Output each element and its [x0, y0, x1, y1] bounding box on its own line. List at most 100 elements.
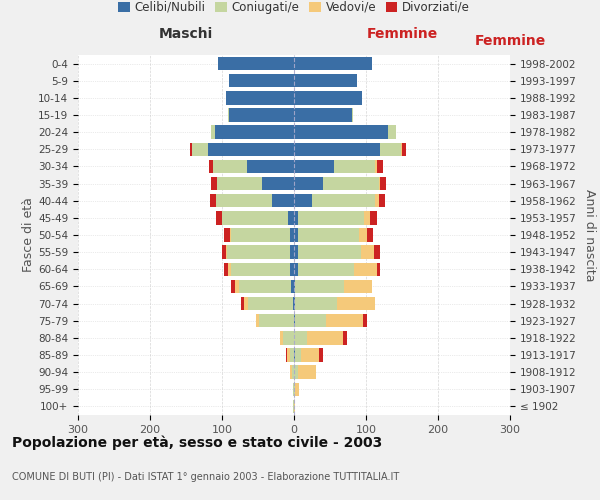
Bar — [232, 280, 235, 293]
Text: Popolazione per età, sesso e stato civile - 2003: Popolazione per età, sesso e stato civil… — [12, 436, 382, 450]
Bar — [294, 331, 307, 344]
Y-axis label: Anni di nascita: Anni di nascita — [583, 188, 596, 281]
Bar — [290, 228, 294, 241]
Bar — [294, 348, 295, 362]
Bar — [295, 382, 299, 396]
Bar — [376, 194, 379, 207]
Bar — [374, 246, 380, 259]
Bar — [218, 57, 294, 70]
Bar — [379, 194, 385, 207]
Bar — [293, 400, 294, 413]
Bar — [208, 142, 294, 156]
Bar — [295, 348, 301, 362]
Bar — [211, 126, 215, 139]
Bar — [319, 348, 323, 362]
Bar — [354, 262, 377, 276]
Bar — [259, 314, 294, 328]
Bar — [294, 91, 362, 104]
Bar — [294, 400, 295, 413]
Bar — [294, 126, 388, 139]
Bar — [377, 160, 383, 173]
Bar — [290, 246, 294, 259]
Bar — [247, 160, 294, 173]
Bar — [294, 297, 295, 310]
Bar — [376, 160, 377, 173]
Bar — [262, 177, 294, 190]
Bar — [290, 366, 292, 379]
Bar — [190, 142, 192, 156]
Bar — [359, 228, 367, 241]
Bar — [211, 177, 217, 190]
Bar — [401, 142, 402, 156]
Bar — [294, 194, 312, 207]
Bar — [298, 246, 361, 259]
Bar — [235, 280, 239, 293]
Bar — [293, 297, 294, 310]
Bar — [294, 228, 298, 241]
Text: Maschi: Maschi — [159, 28, 213, 42]
Bar — [222, 211, 288, 224]
Bar — [294, 366, 298, 379]
Bar — [294, 211, 298, 224]
Bar — [226, 246, 227, 259]
Bar — [402, 142, 406, 156]
Bar — [294, 280, 295, 293]
Bar — [363, 314, 367, 328]
Bar — [380, 142, 401, 156]
Bar — [293, 382, 294, 396]
Bar — [364, 211, 370, 224]
Bar — [241, 297, 244, 310]
Bar — [294, 160, 334, 173]
Bar — [295, 280, 344, 293]
Bar — [232, 228, 290, 241]
Bar — [294, 246, 298, 259]
Bar — [294, 108, 352, 122]
Bar — [215, 126, 294, 139]
Bar — [216, 211, 222, 224]
Bar — [229, 108, 294, 122]
Bar — [361, 246, 374, 259]
Bar — [298, 211, 364, 224]
Bar — [227, 246, 290, 259]
Bar — [343, 331, 347, 344]
Bar — [256, 314, 259, 328]
Bar — [352, 108, 353, 122]
Bar — [312, 194, 376, 207]
Bar — [298, 262, 354, 276]
Bar — [286, 348, 287, 362]
Bar — [239, 280, 291, 293]
Bar — [226, 91, 294, 104]
Bar — [217, 177, 262, 190]
Bar — [326, 314, 363, 328]
Bar — [291, 280, 294, 293]
Bar — [323, 177, 379, 190]
Bar — [192, 142, 208, 156]
Bar — [272, 194, 294, 207]
Bar — [232, 262, 290, 276]
Bar — [228, 262, 232, 276]
Bar — [379, 177, 380, 190]
Bar — [367, 228, 373, 241]
Legend: Celibi/Nubili, Coniugati/e, Vedovi/e, Divorziati/e: Celibi/Nubili, Coniugati/e, Vedovi/e, Di… — [113, 0, 475, 18]
Bar — [283, 331, 294, 344]
Bar — [288, 211, 294, 224]
Bar — [287, 348, 290, 362]
Bar — [388, 126, 396, 139]
Bar — [228, 108, 229, 122]
Text: Femmine: Femmine — [367, 28, 437, 42]
Bar — [209, 160, 212, 173]
Bar — [294, 57, 372, 70]
Bar — [295, 314, 326, 328]
Bar — [370, 211, 377, 224]
Bar — [290, 348, 294, 362]
Bar — [292, 366, 294, 379]
Bar — [294, 177, 323, 190]
Bar — [224, 262, 228, 276]
Y-axis label: Fasce di età: Fasce di età — [22, 198, 35, 272]
Bar — [380, 177, 386, 190]
Bar — [301, 348, 319, 362]
Bar — [344, 280, 372, 293]
Bar — [224, 228, 230, 241]
Text: COMUNE DI BUTI (PI) - Dati ISTAT 1° gennaio 2003 - Elaborazione TUTTITALIA.IT: COMUNE DI BUTI (PI) - Dati ISTAT 1° genn… — [12, 472, 399, 482]
Text: Femmine: Femmine — [475, 34, 545, 48]
